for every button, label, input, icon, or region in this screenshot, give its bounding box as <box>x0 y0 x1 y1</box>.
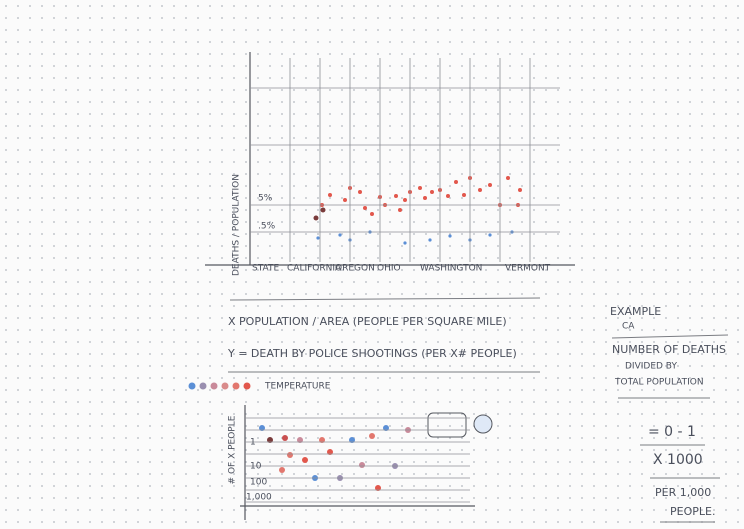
avatar <box>473 414 493 434</box>
note: X POPULATION / AREA (PEOPLE PER SQUARE M… <box>228 315 507 328</box>
example-line: NUMBER OF DEATHS <box>612 343 726 356</box>
legend-dot <box>232 382 240 390</box>
y-tick-label: 100 <box>250 478 267 488</box>
tooltip <box>427 412 467 438</box>
rule <box>229 297 541 301</box>
dot <box>398 208 402 212</box>
dot <box>454 180 458 184</box>
dot <box>349 437 355 443</box>
dot <box>506 176 510 180</box>
x-label: OREGON <box>335 264 375 274</box>
legend-label: TEMPERATURE <box>264 382 331 392</box>
y-axis-label: # OF X PEOPLE <box>228 415 238 484</box>
example-title: EXAMPLE <box>610 305 661 318</box>
dot <box>375 485 381 491</box>
x-label: WASHINGTON <box>420 264 482 274</box>
dot <box>302 457 308 463</box>
dot <box>359 462 365 468</box>
example-line: PEOPLE. <box>670 505 715 518</box>
x-label: CALIFORNIA <box>287 264 342 274</box>
dot <box>430 190 434 194</box>
legend-dot <box>243 382 251 390</box>
dot <box>358 190 362 194</box>
dot <box>319 437 325 443</box>
x-label: STATE <box>252 264 279 274</box>
dot <box>287 452 293 458</box>
dot <box>478 188 482 192</box>
dot <box>448 234 452 238</box>
dot <box>282 435 288 441</box>
dot <box>423 196 427 200</box>
example-line: DIVIDED BY <box>625 362 677 372</box>
rule <box>611 334 729 339</box>
dot <box>297 437 303 443</box>
dot <box>446 194 450 198</box>
legend-dot <box>221 382 229 390</box>
dot <box>383 425 389 431</box>
dot <box>403 198 407 202</box>
dot <box>462 193 466 197</box>
dot <box>403 241 407 245</box>
dot <box>328 193 332 197</box>
dot <box>428 238 432 242</box>
dot <box>418 186 422 190</box>
y-tick-label: 1,000 <box>246 493 272 503</box>
dot <box>316 236 320 240</box>
legend-dot <box>199 382 207 390</box>
example-line: = 0 - 1 <box>648 424 696 440</box>
dot <box>313 215 319 221</box>
dot <box>279 467 285 473</box>
dot <box>518 188 522 192</box>
legend-dot <box>210 382 218 390</box>
y-tick-label: 1 <box>250 438 256 448</box>
dot <box>327 449 333 455</box>
y-axis-label: DEATHS / POPULATION <box>232 174 242 276</box>
example-subtitle: CA <box>622 322 635 332</box>
dot <box>363 206 367 210</box>
dot <box>343 198 347 202</box>
example-line: PER 1,000 <box>655 486 711 499</box>
y-tick-label: 5% <box>258 194 273 204</box>
example-line: TOTAL POPULATION <box>614 378 704 388</box>
dot <box>267 437 273 443</box>
dot <box>369 433 375 439</box>
example-line: X 1000 <box>653 452 703 468</box>
dot <box>370 212 374 216</box>
dot <box>488 233 492 237</box>
dot <box>338 233 342 237</box>
note: Y = DEATH BY POLICE SHOOTINGS (PER X# PE… <box>227 347 517 360</box>
y-tick-label: 10 <box>250 462 262 472</box>
dot <box>394 194 398 198</box>
x-label: VERMONT <box>505 264 551 274</box>
x-label: OHIO <box>377 264 401 274</box>
dot <box>488 183 492 187</box>
dot <box>259 425 265 431</box>
legend-dot <box>188 382 196 390</box>
y-tick-label: .5% <box>258 222 276 232</box>
dot <box>320 207 326 213</box>
